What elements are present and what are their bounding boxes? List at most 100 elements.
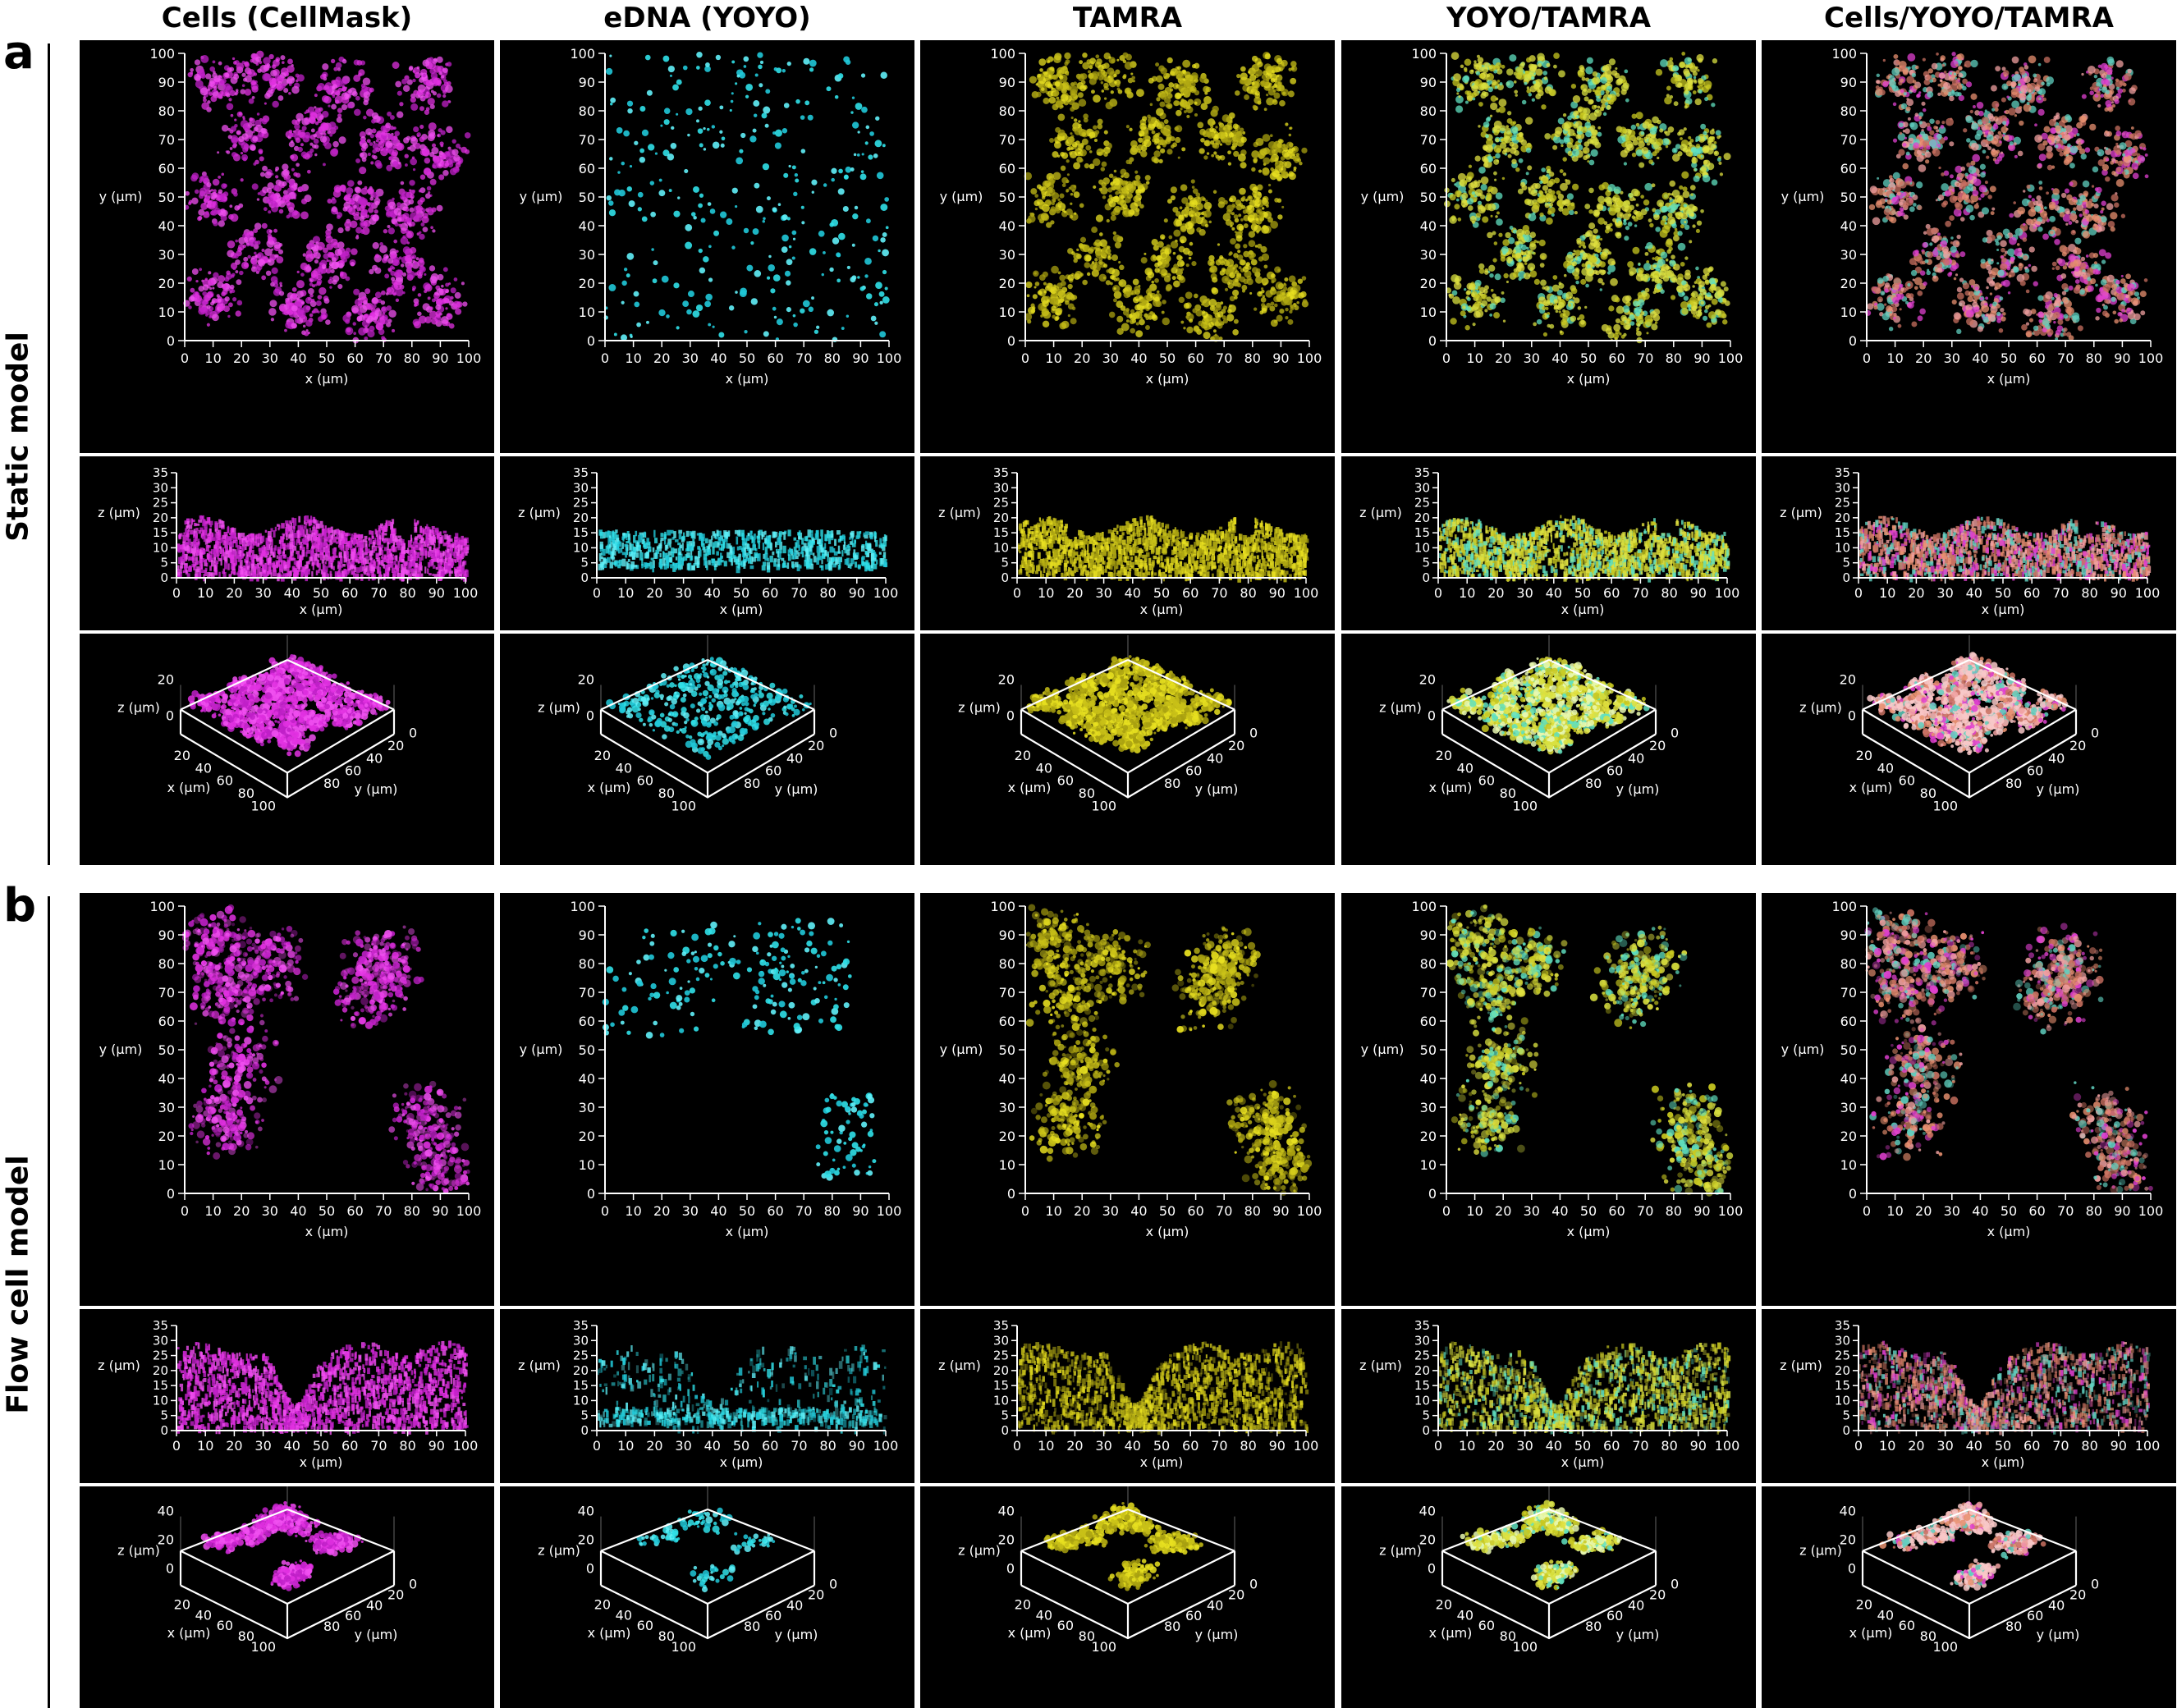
x-tick-label: 70 xyxy=(795,350,812,366)
x-tick-label: 10 xyxy=(1459,585,1475,601)
iso-x-axis-label: x (µm) xyxy=(1429,1625,1473,1641)
iso-x-axis-label: x (µm) xyxy=(588,1625,631,1641)
x-tick-label: 30 xyxy=(262,1203,278,1219)
z-tick-label: 35 xyxy=(153,465,168,480)
x-tick-label: 0 xyxy=(1434,1438,1442,1454)
iso-x-tick-label: 100 xyxy=(1932,1639,1958,1655)
x-tick-label: 70 xyxy=(1637,350,1653,366)
x-tick-label: 50 xyxy=(313,585,329,601)
x-tick-label: 30 xyxy=(1524,1203,1540,1219)
iso-z-tick-label: 20 xyxy=(998,1532,1015,1548)
x-tick-label: 70 xyxy=(1216,350,1232,366)
iso-z-tick-label: 0 xyxy=(1006,1561,1015,1577)
y-tick-label: 10 xyxy=(158,1157,175,1173)
iso-y-tick-label: 20 xyxy=(1228,1587,1244,1602)
iso-x-tick-label: 60 xyxy=(1057,773,1074,789)
y-tick-label: 50 xyxy=(1840,190,1857,205)
x-tick-label: 0 xyxy=(1434,585,1442,601)
z-axis-label: z (µm) xyxy=(518,505,561,520)
z-tick-label: 35 xyxy=(1835,1318,1850,1333)
iso-z-axis-label: z (µm) xyxy=(1379,700,1422,716)
x-tick-label: 60 xyxy=(346,1203,363,1219)
x-tick-label: 40 xyxy=(1551,350,1568,366)
x-tick-label: 30 xyxy=(1524,350,1540,366)
y-tick-label: 10 xyxy=(579,305,595,320)
z-tick-label: 15 xyxy=(573,1378,589,1393)
iso-x-tick-label: 80 xyxy=(238,785,254,801)
iso-x-tick-label: 20 xyxy=(594,1596,611,1612)
x-tick-label: 10 xyxy=(1045,1203,1061,1219)
xy-view-panel: 0 0 10 10 20 20 30 30 40 40 50 50 60 60 70 70 80 80 90 90 10… xyxy=(80,893,494,1306)
y-tick-label: 40 xyxy=(999,218,1015,234)
z-axis-label: z (µm) xyxy=(98,1358,140,1373)
iso-z-tick-label: 40 xyxy=(158,1504,174,1519)
y-tick-label: 20 xyxy=(1420,1129,1437,1144)
iso-y-tick-label: 80 xyxy=(1164,1619,1180,1634)
z-tick-label: 10 xyxy=(573,1393,589,1408)
x-tick-label: 80 xyxy=(404,350,420,366)
iso-x-tick-label: 40 xyxy=(616,1607,632,1623)
x-tick-label: 100 xyxy=(456,350,482,366)
xy-plot-svg: 00 10 10 20 20 30 30 40 40 50 50 60 60 70 70 80 80 90 90 10… xyxy=(99,46,482,387)
x-axis-label: x (µm) xyxy=(305,1224,349,1239)
y-tick-label: 30 xyxy=(579,247,595,263)
x-tick-label: 60 xyxy=(1603,585,1620,601)
y-tick-label: 30 xyxy=(158,247,175,263)
x-tick-label: 20 xyxy=(1908,585,1924,601)
x-tick-label: 80 xyxy=(824,350,841,366)
iso-y-axis-label: y (µm) xyxy=(1616,781,1660,797)
x-tick-label: 10 xyxy=(204,1203,221,1219)
iso-x-axis-label: x (µm) xyxy=(167,1625,211,1641)
z-tick-label: 0 xyxy=(580,570,589,585)
iso-y-tick-label: 40 xyxy=(366,750,383,766)
x-tick-label: 100 xyxy=(1297,1203,1322,1219)
x-axis-label: x (µm) xyxy=(1561,1454,1605,1470)
z-tick-label: 15 xyxy=(993,525,1009,540)
z-tick-label: 25 xyxy=(993,496,1009,511)
iso-x-tick-label: 80 xyxy=(1079,1628,1095,1644)
iso-z-tick-label: 0 xyxy=(1006,708,1015,724)
z-tick-label: 10 xyxy=(1835,540,1850,555)
iso-image xyxy=(1460,1500,1623,1591)
z-tick-label: 25 xyxy=(153,1349,168,1363)
y-tick-label: 80 xyxy=(579,956,595,972)
x-tick-label: 90 xyxy=(429,585,445,601)
x-tick-label: 0 xyxy=(1854,585,1863,601)
x-tick-label: 0 xyxy=(1863,350,1871,366)
iso-y-tick-label: 20 xyxy=(808,738,824,753)
x-tick-label: 50 xyxy=(1159,350,1176,366)
z-tick-label: 20 xyxy=(993,1363,1009,1378)
xz-view-panel: 0 10 20 30 40 50 60 70 80 90 100 0 5 10 15 20 25 30 35 x (µ… xyxy=(1762,456,2176,630)
z-tick-label: 0 xyxy=(1422,570,1430,585)
y-tick-label: 50 xyxy=(158,190,175,205)
x-tick-label: 40 xyxy=(1966,585,1982,601)
iso-z-tick-label: 20 xyxy=(1419,1532,1436,1548)
x-tick-label: 0 xyxy=(1442,1203,1451,1219)
iso-y-tick-label: 60 xyxy=(1606,763,1623,779)
x-tick-label: 90 xyxy=(2114,350,2130,366)
z-tick-label: 5 xyxy=(1422,556,1430,570)
y-tick-label: 80 xyxy=(999,956,1015,972)
z-tick-label: 25 xyxy=(573,1349,589,1363)
y-tick-label: 90 xyxy=(1840,927,1857,943)
iso-x-tick-label: 40 xyxy=(1457,760,1473,776)
z-tick-label: 5 xyxy=(1842,1408,1850,1423)
y-tick-label: 40 xyxy=(999,1071,1015,1087)
x-tick-label: 20 xyxy=(1495,1203,1511,1219)
y-tick-label: 70 xyxy=(999,132,1015,148)
xy-view-panel: 0 0 10 10 20 20 30 30 40 40 50 50 60 60 70 70 80 80 90 90 10… xyxy=(80,40,494,453)
x-tick-label: 30 xyxy=(675,1438,691,1454)
y-tick-label: 100 xyxy=(990,46,1015,62)
xy-image xyxy=(1864,907,2153,1194)
iso-x-tick-label: 60 xyxy=(1899,1618,1915,1633)
z-tick-label: 25 xyxy=(573,496,589,511)
iso-x-tick-label: 40 xyxy=(1457,1607,1473,1623)
x-tick-label: 90 xyxy=(1272,350,1289,366)
z-tick-label: 35 xyxy=(1414,465,1430,480)
iso-y-axis-label: y (µm) xyxy=(775,1627,818,1642)
x-tick-label: 70 xyxy=(370,585,387,601)
